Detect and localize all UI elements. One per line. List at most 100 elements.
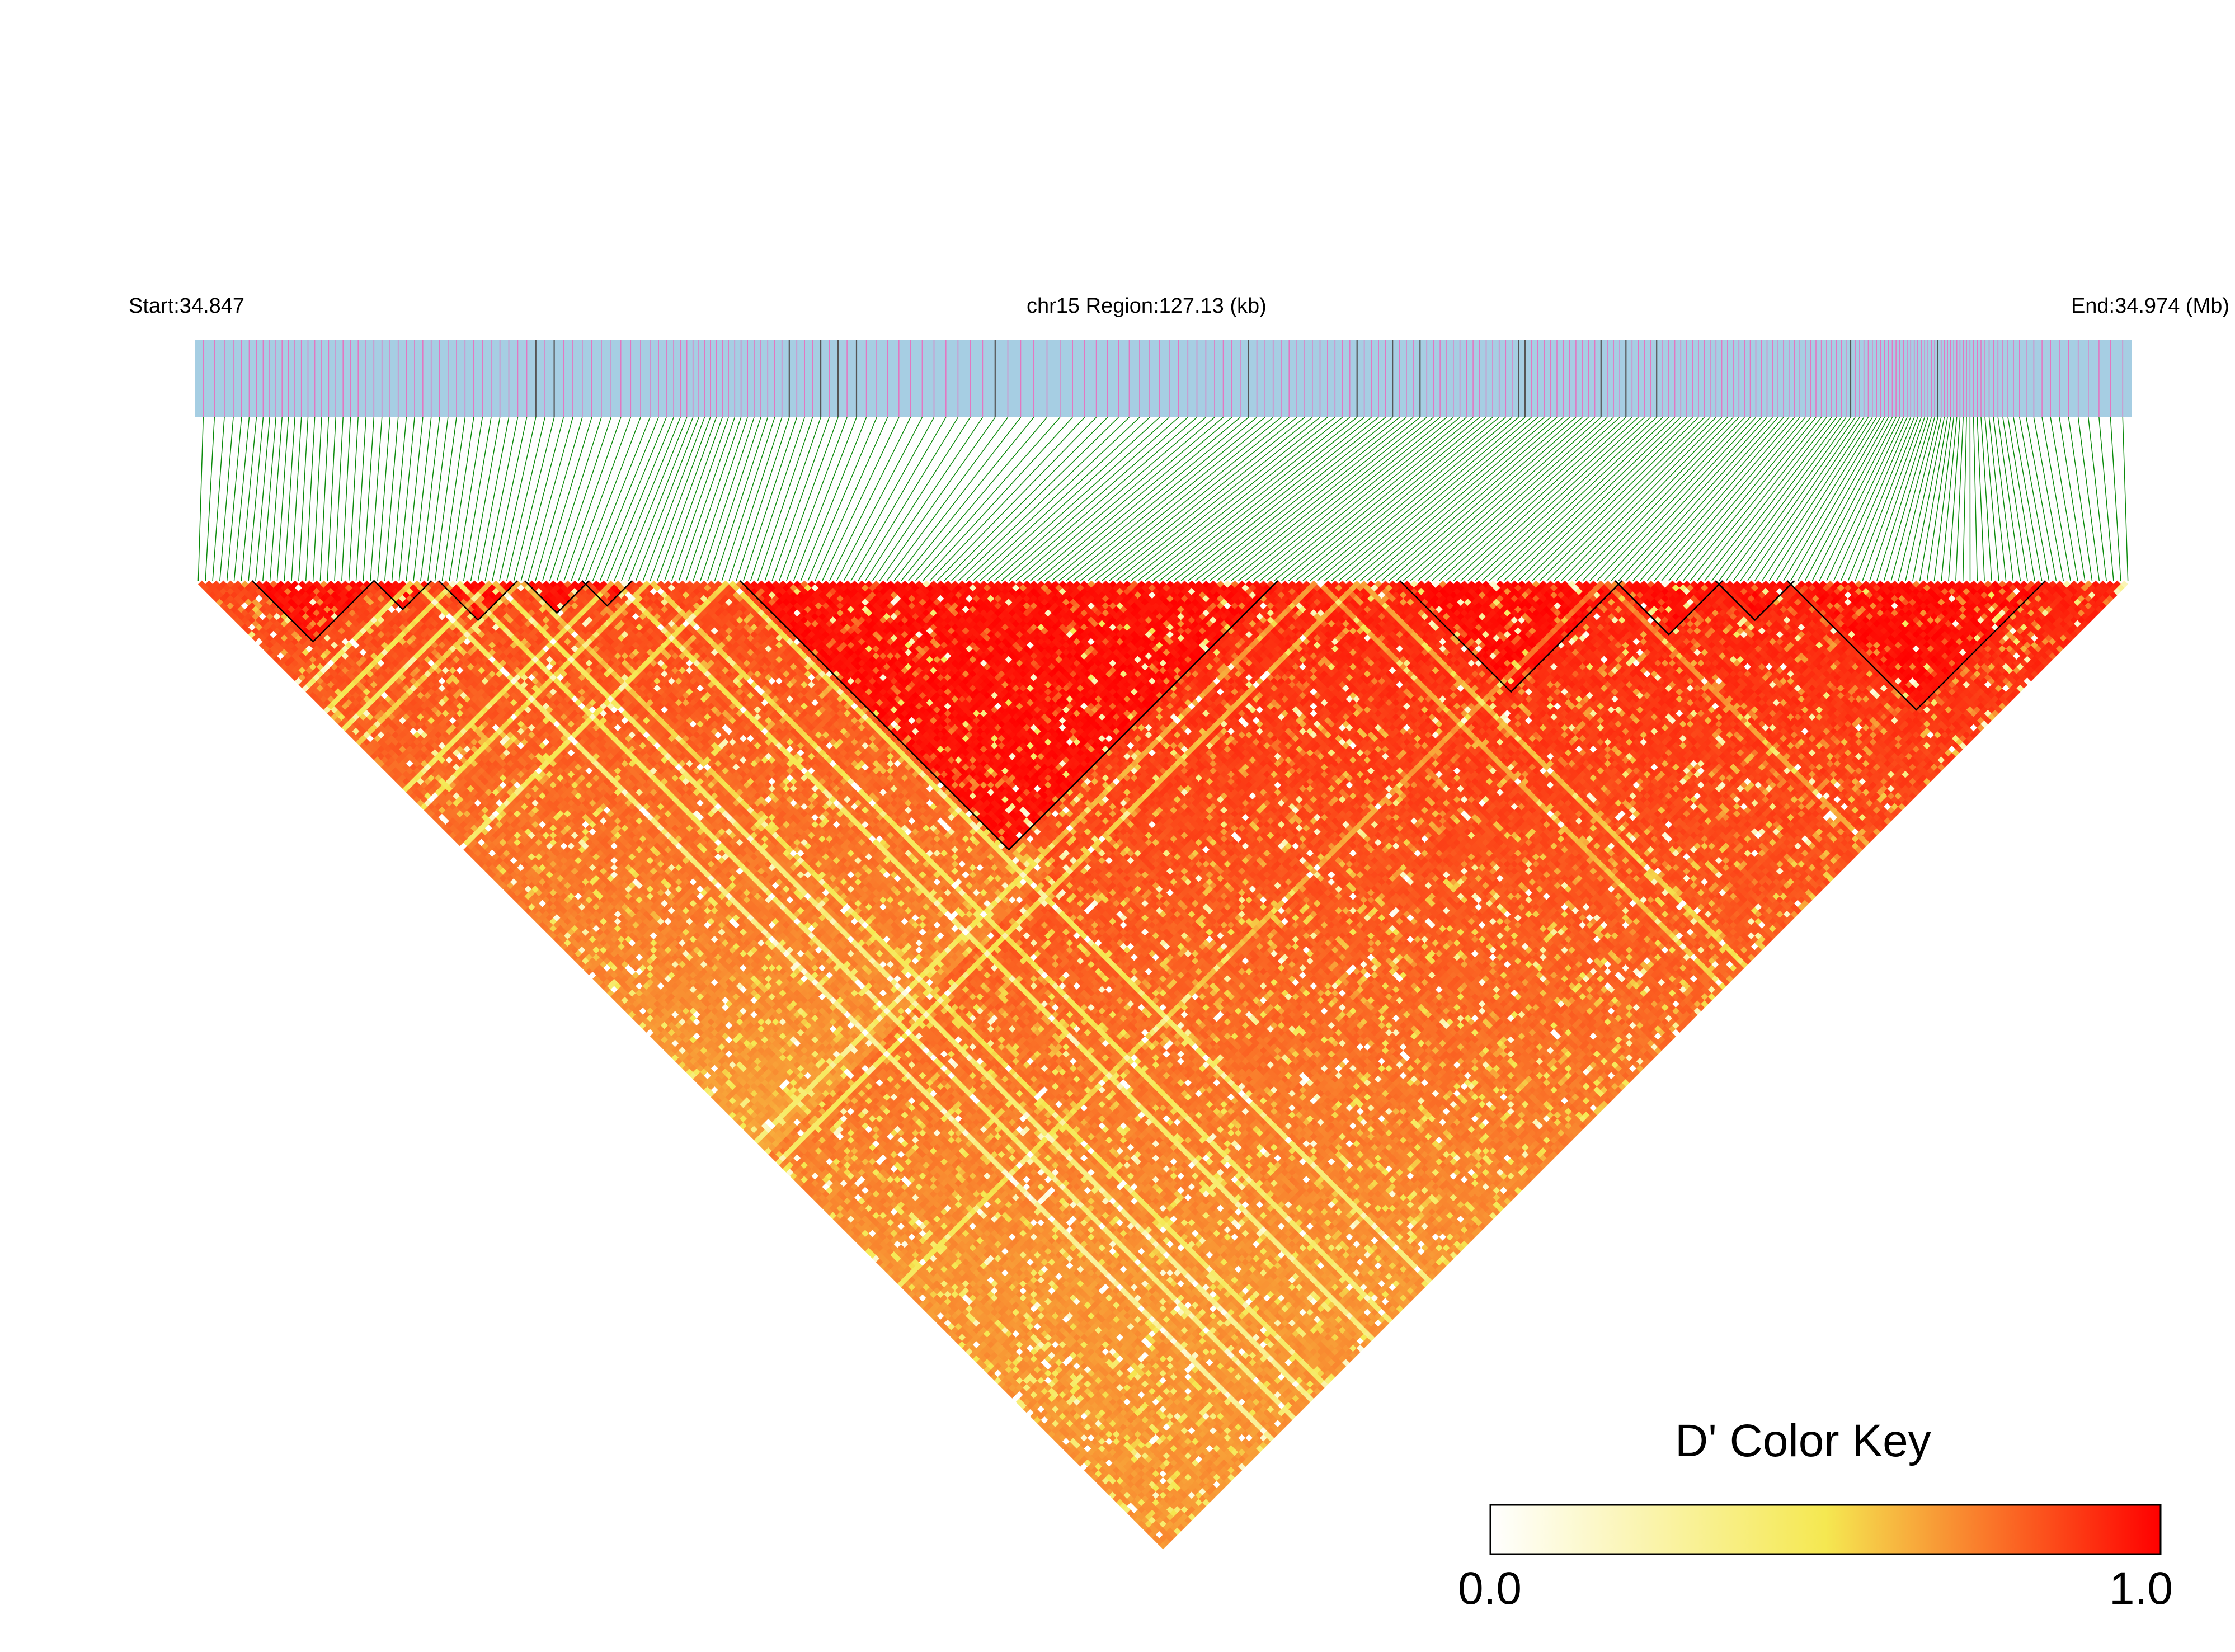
snp-connector [1475, 417, 1651, 581]
snp-connector [1977, 417, 1984, 581]
snp-connector [1031, 417, 1224, 581]
snp-connector [564, 417, 620, 581]
ld-heatmap-cells [198, 581, 2128, 1549]
snp-connector [270, 417, 283, 581]
snp-connector [808, 417, 877, 581]
snp-connector [500, 417, 536, 581]
snp-connector [937, 417, 1097, 581]
snp-connector [779, 417, 838, 581]
snp-connector [464, 417, 491, 581]
snp-connector [1905, 417, 1941, 581]
snp-connector [837, 417, 923, 581]
snp-connector [263, 417, 276, 581]
snp-connector [722, 417, 774, 581]
snp-connector [1461, 417, 1638, 581]
snp-connector [2123, 417, 2128, 581]
snp-connector [335, 417, 343, 581]
snp-connector [471, 417, 500, 581]
snp-connector [213, 417, 224, 581]
snp-connector [1726, 417, 1846, 581]
snp-connector [744, 417, 797, 581]
snp-connector [1755, 417, 1864, 581]
snp-connector [1676, 417, 1811, 581]
snp-connector [1468, 417, 1645, 581]
snp-connector [1927, 417, 1951, 581]
snp-connector [2050, 417, 2078, 581]
snp-connector [729, 417, 782, 581]
snp-connector [320, 417, 328, 581]
snp-connector [1981, 417, 1992, 581]
snp-connector [700, 417, 754, 581]
snp-connector [241, 417, 256, 581]
snp-connector [457, 417, 482, 581]
snp-connector [2088, 417, 2106, 581]
snp-connector [629, 417, 693, 581]
snp-connector [1066, 417, 1265, 581]
snp-connector [772, 417, 829, 581]
snp-connector [378, 417, 390, 581]
snp-connector [205, 417, 214, 581]
snp-connector [923, 417, 1073, 581]
snp-connector [1611, 417, 1761, 581]
snp-connector [421, 417, 440, 581]
snp-connector [478, 417, 509, 581]
snp-connector [342, 417, 351, 581]
snp-connector [406, 417, 423, 581]
snp-connector [1841, 417, 1911, 581]
snp-connector-lines [198, 417, 2128, 581]
snp-connector [1038, 417, 1232, 581]
snp-connector [1095, 417, 1297, 581]
snp-connector [858, 417, 958, 581]
snp-connector [385, 417, 398, 581]
snp-connector [614, 417, 680, 581]
snp-connector [1023, 417, 1215, 581]
snp-connector [995, 417, 1179, 581]
snp-connector [2034, 417, 2063, 581]
snp-connector [1963, 417, 1966, 581]
snp-connector [1974, 417, 1978, 581]
snp-connector [227, 417, 242, 581]
snp-connector [952, 417, 1119, 581]
snp-connector [248, 417, 263, 581]
snp-connector [528, 417, 573, 581]
snp-connector [1812, 417, 1896, 581]
snp-connector [198, 417, 203, 581]
snp-connector [392, 417, 407, 581]
snp-connector [1059, 417, 1257, 581]
snp-connector [1561, 417, 1722, 581]
snp-connector [1819, 417, 1900, 581]
snp-connector [514, 417, 554, 581]
snp-connector [758, 417, 813, 581]
snp-connector [234, 417, 250, 581]
snp-connector [787, 417, 847, 581]
snp-connector [1776, 417, 1876, 581]
snp-connector [794, 417, 857, 581]
snp-connector [715, 417, 768, 581]
snp-connector [1554, 417, 1716, 581]
snp-connector [815, 417, 887, 581]
snp-connector [413, 417, 431, 581]
snp-connector [277, 417, 289, 581]
snp-connector [894, 417, 1020, 581]
snp-connector [1002, 417, 1188, 581]
snp-connector [643, 417, 704, 581]
snp-connector [1870, 417, 1925, 581]
snp-connector [966, 417, 1140, 581]
snp-connector [708, 417, 761, 581]
snp-connector [313, 417, 322, 581]
snp-connector [1088, 417, 1289, 581]
snp-connector [1762, 417, 1869, 581]
snp-connector [765, 417, 821, 581]
snp-connector [306, 417, 315, 581]
snp-connector [736, 417, 789, 581]
snp-connector [2099, 417, 2114, 581]
snp-connector [2042, 417, 2071, 581]
snp-connector [349, 417, 359, 581]
snp-connector [1547, 417, 1710, 581]
snp-connector [887, 417, 1008, 581]
snp-connector [571, 417, 630, 581]
snp-connector [2013, 417, 2042, 581]
snp-connector [1998, 417, 2020, 581]
snp-connector [901, 417, 1034, 581]
